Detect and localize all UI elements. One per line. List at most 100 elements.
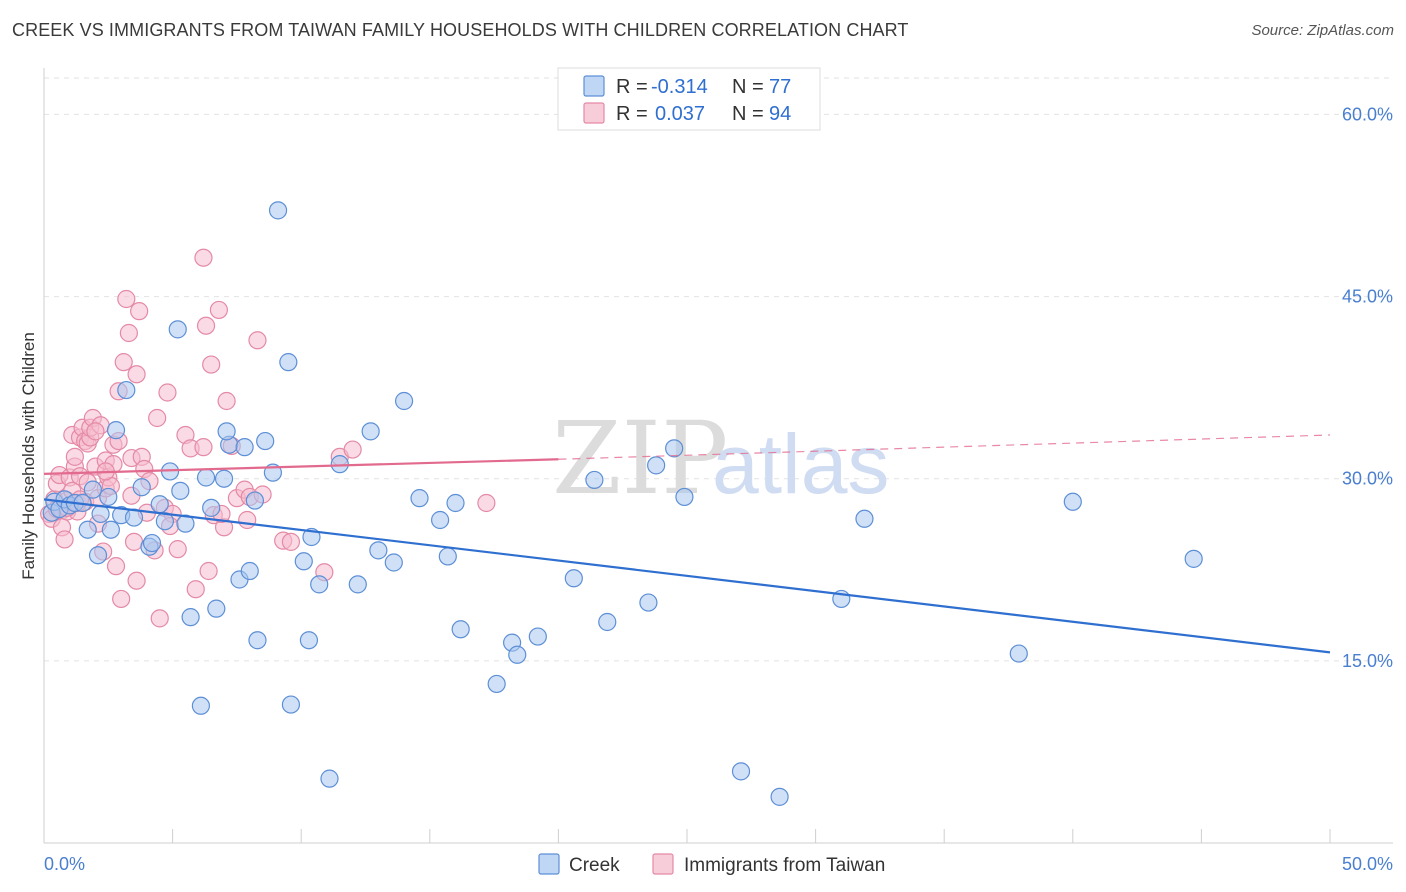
creek-point <box>294 552 313 571</box>
taiwan-point <box>477 493 496 513</box>
y-tick-label: 60.0% <box>1342 104 1393 124</box>
taiwan-point <box>106 557 126 576</box>
creek-point <box>487 674 506 694</box>
creek-point <box>310 575 329 594</box>
creek-point <box>647 456 666 475</box>
taiwan-point <box>202 355 221 374</box>
chart-title: CREEK VS IMMIGRANTS FROM TAIWAN FAMILY H… <box>12 20 909 40</box>
creek-point <box>508 645 527 664</box>
taiwan-point <box>158 383 177 402</box>
y-tick-label: 30.0% <box>1342 469 1393 489</box>
creek-point <box>91 504 110 524</box>
creek-point <box>171 481 190 500</box>
creek-point <box>88 546 108 565</box>
creek-point <box>299 631 319 650</box>
taiwan-point <box>127 571 146 590</box>
creek-point <box>202 498 221 517</box>
legend-r-label-taiwan: R = <box>616 103 648 125</box>
taiwan-point <box>196 316 216 335</box>
taiwan-point <box>343 440 362 459</box>
creek-point <box>106 421 126 440</box>
creek-point <box>78 520 97 539</box>
creek-point <box>528 627 547 646</box>
creek-point <box>639 593 658 612</box>
creek-point <box>217 422 236 441</box>
taiwan-point <box>150 609 169 628</box>
creek-point <box>855 509 874 528</box>
creek-point <box>214 469 234 488</box>
creek-point <box>101 520 120 539</box>
creek-point <box>240 561 259 581</box>
legend-n-value-taiwan: 94 <box>769 103 791 125</box>
x-ticks <box>43 829 1331 843</box>
creek-point <box>248 631 267 650</box>
taiwan-point <box>186 580 205 599</box>
creek-point <box>410 489 429 508</box>
legend-n-value-creek: 77 <box>769 76 791 98</box>
creek-point <box>451 620 470 639</box>
top-legend: R = -0.314 N = 77 R = 0.037 N = 94 <box>557 67 821 131</box>
y-tick-label: 45.0% <box>1342 287 1393 307</box>
taiwan-point <box>55 530 74 549</box>
creek-point <box>132 478 151 497</box>
creek-point <box>1184 549 1203 568</box>
creek-point <box>83 480 102 499</box>
creek-point <box>361 422 380 441</box>
creek-point <box>281 695 301 714</box>
creek-point <box>168 320 187 339</box>
taiwan-point <box>119 323 138 343</box>
creek-trend-line <box>43 498 1331 654</box>
creek-point <box>245 491 265 510</box>
bottom-legend: Creek Immigrants from Taiwan <box>538 853 885 876</box>
taiwan-trend-line-extrapolated <box>558 434 1331 460</box>
creek-point <box>598 612 617 632</box>
creek-point <box>665 439 684 458</box>
source-label: Source: ZipAtlas.com <box>1251 22 1394 39</box>
taiwan-trend-line <box>43 458 559 475</box>
creek-point <box>1009 644 1028 663</box>
taiwan-point <box>217 391 236 411</box>
legend-n-label-creek: N = <box>732 76 764 98</box>
creek-point <box>394 391 414 411</box>
taiwan-point <box>86 422 105 441</box>
legend-swatch-taiwan <box>583 102 605 124</box>
taiwan-point <box>209 300 228 320</box>
creek-point <box>384 553 403 572</box>
bottom-legend-swatch-creek <box>538 853 560 875</box>
y-axis-label: Family Households with Children <box>19 332 38 580</box>
x-tick-label-min: 0.0% <box>44 854 85 874</box>
creek-point <box>117 380 136 400</box>
creek-point <box>181 608 200 627</box>
creek-point <box>191 696 210 715</box>
creek-point <box>330 455 349 474</box>
legend-n-label-taiwan: N = <box>732 103 764 125</box>
y-tick-label: 15.0% <box>1342 651 1393 671</box>
bottom-legend-label-creek: Creek <box>569 855 620 876</box>
x-tick-label-max: 50.0% <box>1342 854 1393 874</box>
legend-swatch-creek <box>583 75 605 97</box>
creek-point <box>99 487 118 507</box>
legend-r-value-creek: -0.314 <box>651 76 708 98</box>
creek-point <box>235 438 254 457</box>
creek-point <box>430 510 450 530</box>
creek-point <box>1063 492 1082 511</box>
watermark-atlas: atlas <box>712 417 889 511</box>
taiwan-point <box>124 532 144 551</box>
creek-point <box>348 575 367 594</box>
legend-r-label-creek: R = <box>616 76 648 98</box>
taiwan-point <box>281 532 301 551</box>
creek-point <box>446 493 465 513</box>
creek-point <box>585 470 604 490</box>
creek-point <box>256 431 275 451</box>
taiwan-point <box>112 589 131 609</box>
y-tick-labels: 15.0% 30.0% 45.0% 60.0% <box>1342 104 1393 670</box>
creek-point <box>675 487 694 507</box>
taiwan-point <box>65 447 84 466</box>
legend-r-value-taiwan: 0.037 <box>655 103 705 125</box>
taiwan-point <box>168 540 187 559</box>
creek-point <box>279 353 298 372</box>
bottom-legend-swatch-taiwan <box>652 853 674 875</box>
creek-point <box>150 495 169 514</box>
taiwan-point <box>130 302 149 321</box>
